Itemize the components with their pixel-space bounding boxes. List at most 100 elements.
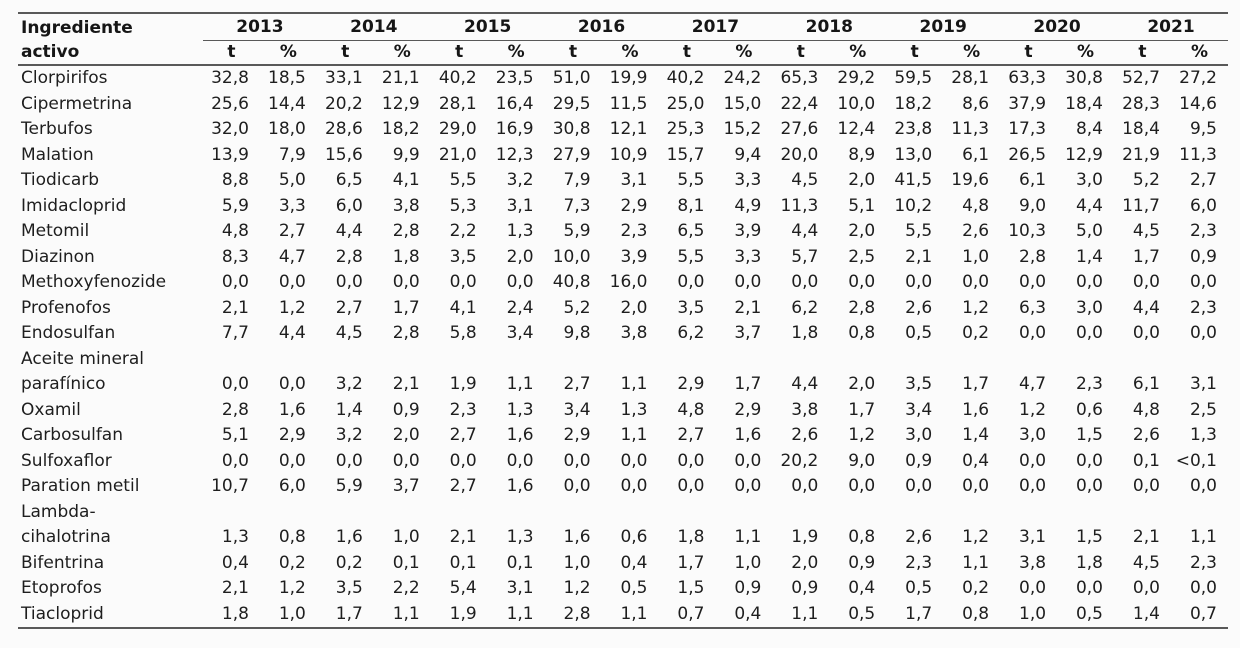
subcol-header-pct: %: [829, 40, 887, 66]
value-cell: 5,1: [848, 195, 876, 216]
value-cell: 8,4: [1075, 119, 1103, 139]
table-row: Etoprofos 2,1 1,2 3,5 2,2 5,4 3,1 1,2 0,5 1,5 0,9 0…: [18, 576, 1228, 602]
value-cell: 13,9: [211, 144, 249, 165]
value-cell: 2,1: [905, 246, 933, 267]
value-cell: 4,4: [335, 221, 363, 241]
value-cell: 0,1: [449, 552, 477, 573]
ingredient-label: Tiacloprid: [21, 603, 104, 624]
value-cell: 10,9: [609, 144, 648, 165]
value-cell: 18,0: [268, 119, 306, 139]
ingredient-header-line1: Ingrediente: [21, 17, 133, 38]
value-cell: 15,0: [723, 93, 762, 114]
value-cell: 3,7: [734, 323, 762, 343]
value-cell: 4,9: [734, 195, 762, 216]
table-row: Clorpirifos 32,8 18,5 33,1 21,1 40,2 23,5 51,0 1…: [18, 65, 1228, 92]
ingredient-label: Clorpirifos: [21, 68, 108, 88]
value-cell: 0,0: [221, 374, 249, 394]
value-cell: 9,4: [734, 144, 762, 165]
value-cell: 2,1: [392, 374, 420, 394]
value-cell: 30,8: [1065, 68, 1103, 88]
value-cell: 2,7: [335, 297, 363, 318]
subcol-header-pct: %: [259, 40, 317, 66]
value-cell: 63,3: [1008, 68, 1047, 88]
value-cell: 2,3: [1189, 297, 1217, 318]
value-cell: 3,8: [791, 399, 819, 420]
value-cell: 3,2: [506, 170, 534, 190]
value-cell: 1,8: [677, 527, 705, 547]
value-cell: 1,1: [620, 603, 648, 624]
value-cell: 1,8: [392, 246, 420, 267]
value-cell: 0,7: [677, 603, 705, 624]
value-cell: 4,8: [962, 195, 990, 216]
value-cell: 2,2: [449, 221, 477, 241]
ingredient-label: Bifentrina: [21, 552, 105, 573]
value-cell: 1,8: [791, 323, 819, 343]
value-cell: 11,3: [1179, 144, 1217, 165]
year-header: 2013: [203, 13, 317, 41]
value-cell: 1,0: [392, 527, 420, 547]
value-cell: 1,7: [1132, 246, 1160, 267]
ingredient-label: Etoprofos: [21, 578, 102, 598]
value-cell: 0,0: [1189, 476, 1217, 496]
table-row: Aceite mineral parafínico 0,0 0,0 3,2 2,1 1,9 1…: [18, 347, 1228, 398]
value-cell: 10,2: [894, 195, 933, 216]
value-cell: 1,3: [506, 527, 534, 547]
value-cell: 2,1: [221, 578, 249, 598]
table-body: Clorpirifos 32,8 18,5 33,1 21,1 40,2 23,5 51,0 1…: [18, 65, 1228, 628]
value-cell: 0,0: [1132, 323, 1160, 343]
value-cell: 0,0: [905, 476, 933, 496]
value-cell: 2,3: [1189, 552, 1217, 573]
value-cell: 0,0: [677, 450, 705, 471]
value-cell: 9,8: [563, 323, 591, 343]
value-cell: 0,0: [278, 450, 306, 471]
value-cell: 3,0: [905, 425, 933, 445]
value-cell: 0,0: [620, 450, 648, 471]
table-row: Diazinon 8,3 4,7 2,8 1,8 3,5 2,0 10,0 3,9 5,5 3,3 5…: [18, 245, 1228, 271]
year-header: 2015: [430, 13, 545, 41]
value-cell: 0,0: [791, 476, 819, 496]
value-cell: 1,5: [1075, 527, 1103, 547]
value-cell: 16,0: [609, 272, 648, 292]
value-cell: 4,8: [1132, 399, 1160, 420]
value-cell: 1,3: [1189, 425, 1217, 445]
value-cell: 1,0: [278, 603, 306, 624]
value-cell: 3,9: [734, 221, 762, 241]
table-header: Ingrediente 2013 2014 2015 2016 2017 2018 2019…: [18, 13, 1228, 66]
value-cell: 1,4: [335, 399, 363, 420]
value-cell: 0,0: [392, 450, 420, 471]
value-cell: 3,4: [905, 399, 933, 420]
value-cell: 0,0: [1189, 323, 1217, 343]
value-cell: 2,9: [677, 374, 705, 394]
value-cell: 3,7: [392, 476, 420, 496]
value-cell: 0,2: [962, 578, 990, 598]
value-cell: 2,3: [905, 552, 933, 573]
value-cell: 3,5: [449, 246, 477, 267]
value-cell: 1,4: [1075, 246, 1103, 267]
value-cell: 37,9: [1008, 93, 1047, 114]
value-cell: 6,1: [1132, 374, 1160, 394]
value-cell: 41,5: [894, 170, 933, 190]
value-cell: 3,5: [905, 374, 933, 394]
value-cell: 1,2: [278, 297, 306, 318]
value-cell: 0,0: [1132, 272, 1160, 292]
value-cell: 16,9: [495, 119, 534, 139]
value-cell: 0,0: [1019, 578, 1047, 598]
value-cell: 0,4: [620, 552, 648, 573]
value-cell: 25,3: [666, 119, 705, 139]
value-cell: 2,0: [620, 297, 648, 318]
value-cell: 26,5: [1008, 144, 1047, 165]
table-row: Bifentrina 0,4 0,2 0,2 0,1 0,1 0,1 1,0 0,4 1,7 1,0…: [18, 551, 1228, 577]
value-cell: 1,2: [1019, 399, 1047, 420]
value-cell: 17,3: [1008, 119, 1047, 139]
value-cell: 0,9: [734, 578, 762, 598]
value-cell: 0,0: [905, 272, 933, 292]
value-cell: 15,6: [324, 144, 363, 165]
value-cell: 4,8: [221, 221, 249, 241]
value-cell: 0,0: [962, 272, 990, 292]
value-cell: 3,1: [1189, 374, 1217, 394]
value-cell: 2,9: [734, 399, 762, 420]
value-cell: 0,0: [1189, 272, 1217, 292]
value-cell: 0,7: [1189, 603, 1217, 624]
value-cell: 3,1: [1019, 527, 1047, 547]
